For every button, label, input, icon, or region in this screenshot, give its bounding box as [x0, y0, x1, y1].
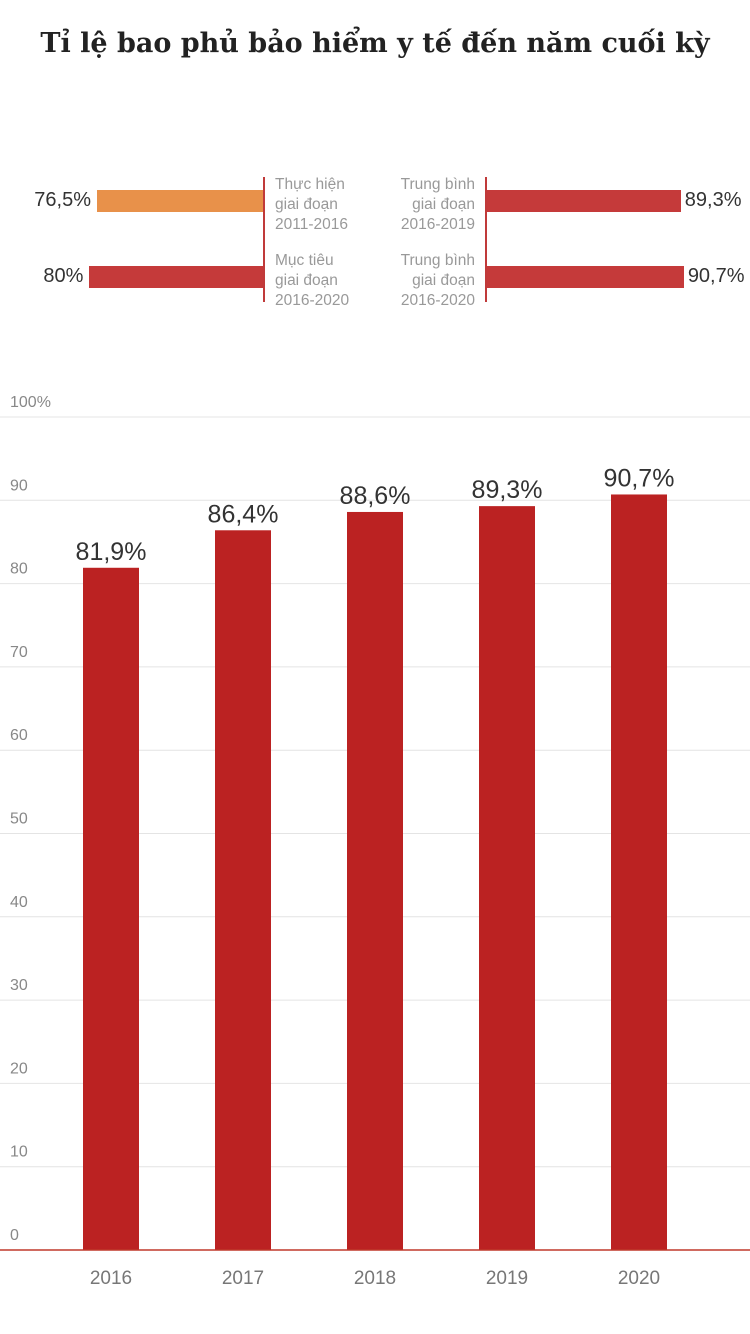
data-label: 89,3%	[472, 476, 543, 504]
summary-label-left: Thực hiện	[275, 176, 345, 193]
y-tick-label: 40	[10, 894, 28, 911]
y-tick-label: 30	[10, 977, 28, 994]
bar	[479, 506, 535, 1251]
summary-value-left: 76,5%	[34, 189, 91, 211]
data-label: 81,9%	[76, 538, 147, 566]
x-tick-label: 2018	[354, 1268, 396, 1289]
data-label: 90,7%	[604, 464, 675, 492]
summary-label-left: Mục tiêu	[275, 252, 334, 269]
chart-title: Tỉ lệ bao phủ bảo hiểm y tế đến năm cuối…	[40, 28, 710, 59]
y-tick-label: 20	[10, 1060, 28, 1077]
summary-label-right: 2016-2019	[400, 216, 475, 233]
y-tick-label: 50	[10, 811, 28, 828]
bar	[347, 511, 403, 1250]
y-tick-label: 90	[10, 477, 28, 494]
summary-bar-right	[487, 266, 684, 288]
summary-label-right: 2016-2020	[400, 292, 475, 309]
y-tick-label: 60	[10, 727, 28, 744]
right-divider	[485, 177, 487, 302]
x-tick-label: 2017	[222, 1268, 264, 1289]
data-label: 86,4%	[208, 500, 279, 528]
summary-label-right: Trung bình	[400, 252, 475, 269]
x-tick-label: 2019	[486, 1268, 528, 1289]
summary-bar-left	[89, 266, 263, 288]
summary-label-left: giai đoạn	[275, 272, 338, 289]
bar	[611, 494, 667, 1250]
summary-value-right: 89,3%	[684, 189, 742, 211]
summary-label-left: 2016-2020	[275, 292, 350, 309]
summary-bar-right	[487, 190, 681, 212]
summary-label-right: Trung bình	[400, 176, 475, 193]
y-tick-label: 80	[10, 561, 28, 578]
left-divider	[263, 177, 265, 302]
summary-label-left: giai đoạn	[275, 196, 338, 213]
y-tick-label: 100%	[10, 394, 51, 411]
summary-bar-left	[96, 190, 263, 212]
summary-value-left: 80%	[43, 265, 84, 287]
bar	[215, 530, 271, 1250]
summary-value-right: 90,7%	[687, 265, 745, 287]
y-tick-label: 0	[10, 1227, 19, 1244]
x-tick-label: 2020	[618, 1268, 660, 1289]
y-tick-label: 10	[10, 1144, 28, 1161]
summary-label-right: giai đoạn	[412, 272, 475, 289]
data-label: 88,6%	[340, 482, 411, 510]
x-tick-label: 2016	[90, 1268, 132, 1289]
summary-label-right: giai đoạn	[412, 196, 475, 213]
bar	[83, 567, 139, 1250]
y-tick-label: 70	[10, 644, 28, 661]
summary-label-left: 2011-2016	[275, 216, 348, 233]
